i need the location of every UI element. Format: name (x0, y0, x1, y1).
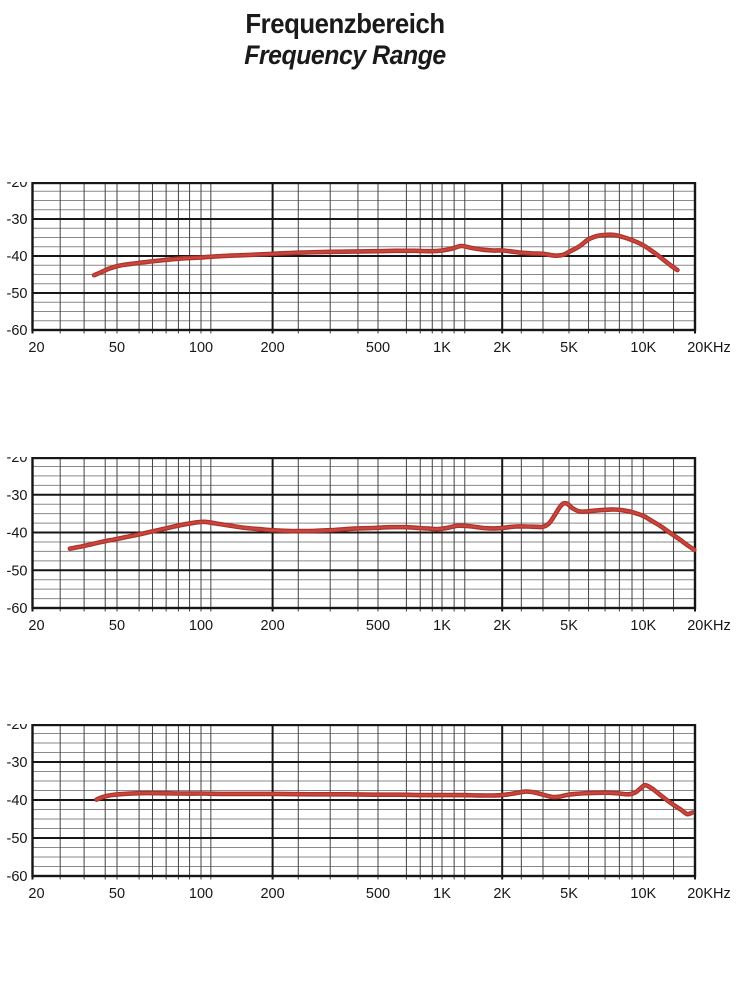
y-axis-label: -50 (7, 831, 28, 847)
plot-border (31, 182, 697, 332)
x-axis-label: 10K (630, 618, 656, 634)
response-curve-core (68, 502, 696, 551)
page-title: Frequenzbereich Frequency Range (20, 8, 670, 71)
response-curve-core (93, 233, 679, 277)
x-axis-label: 20KHz (687, 886, 731, 902)
x-axis-label: 10K (630, 886, 656, 902)
y-axis-label: -60 (7, 323, 28, 339)
x-axis-label: 200 (260, 618, 284, 634)
y-axis-label: -30 (7, 212, 28, 228)
y-axis-label: -20 (7, 457, 28, 466)
y-axis-label: -30 (7, 488, 28, 504)
x-axis-label: 200 (260, 340, 284, 356)
y-axis-label: -60 (7, 869, 28, 885)
x-axis-label: 2K (493, 340, 511, 356)
plot-border (31, 457, 697, 610)
x-axis-label: 50 (109, 618, 125, 634)
y-axis-label: -50 (7, 563, 28, 579)
x-axis-label: 50 (109, 886, 125, 902)
y-axis-label: -40 (7, 526, 28, 542)
y-axis-label: -30 (7, 755, 28, 771)
x-axis-label: 5K (560, 618, 578, 634)
y-axis-label: -40 (7, 793, 28, 809)
title-english: Frequency Range (244, 40, 446, 70)
y-axis-label: -20 (7, 724, 28, 733)
x-axis-label: 20KHz (687, 618, 731, 634)
x-axis-label: 5K (560, 886, 578, 902)
x-axis-label: 5K (560, 340, 578, 356)
title-german: Frequenzbereich (245, 8, 445, 39)
y-axis-label: -40 (7, 249, 28, 265)
frequency-chart-bottom: -20 -30 -40 -50 -60 20 50 100 200 500 1K 2K 5K 10K 20K… (0, 724, 750, 909)
x-axis-label: 10K (630, 340, 656, 356)
x-axis-label: 20 (28, 340, 44, 356)
x-axis-label: 100 (189, 340, 213, 356)
x-axis-label: 2K (493, 886, 511, 902)
frequency-chart-middle: -20 -30 -40 -50 -60 20 50 100 200 500 1K 2K 5K 10K 20K… (0, 457, 750, 642)
y-axis-label: -50 (7, 286, 28, 302)
x-axis-label: 20 (28, 886, 44, 902)
x-axis-label: 1K (433, 618, 451, 634)
x-axis-label: 20KHz (687, 340, 731, 356)
x-axis-label: 1K (433, 886, 451, 902)
x-axis-label: 2K (493, 618, 511, 634)
x-axis-label: 500 (366, 886, 390, 902)
y-axis-label: -20 (7, 182, 28, 191)
response-curve (91, 232, 680, 278)
frequency-chart-top: -20 -30 -40 -50 -60 20 50 100 200 500 1K 2K 5K 10K 20K… (0, 182, 750, 367)
plot-border (31, 724, 697, 878)
x-axis-label: 500 (366, 618, 390, 634)
x-axis-label: 50 (109, 340, 125, 356)
x-axis-label: 500 (366, 340, 390, 356)
response-curve-core (95, 784, 694, 816)
x-axis-label: 20 (28, 618, 44, 634)
x-axis-label: 1K (433, 340, 451, 356)
y-axis-label: -60 (7, 601, 28, 617)
x-axis-label: 200 (260, 886, 284, 902)
x-axis-label: 100 (189, 618, 213, 634)
x-axis-label: 100 (189, 886, 213, 902)
